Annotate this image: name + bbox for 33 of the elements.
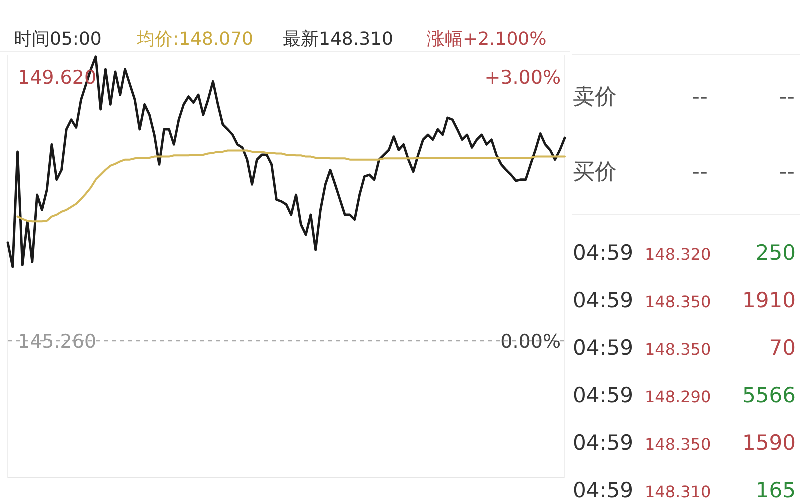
text: --	[779, 160, 795, 185]
line-series	[16, 150, 566, 223]
text: 04:59	[573, 288, 634, 312]
text: 04:59	[573, 336, 634, 360]
text: 04:59	[573, 241, 634, 265]
text: 04:59	[573, 384, 634, 408]
text: 148.350	[645, 292, 712, 312]
text: 148.310	[645, 482, 712, 500]
text: 148.320	[645, 245, 712, 264]
text: 148.350	[645, 435, 712, 454]
text: --	[692, 85, 708, 110]
y2-tick-label: 0.00%	[500, 330, 561, 353]
text: 买价	[573, 160, 617, 185]
text: 04:59	[573, 431, 634, 455]
text: 1590	[742, 431, 796, 455]
y-tick-label: 145.260	[18, 331, 97, 354]
text: 均价:148.070	[136, 29, 254, 50]
line-series	[6, 56, 566, 268]
text: --	[779, 85, 795, 110]
text: 1910	[742, 288, 796, 312]
y2-tick-label: +3.00%	[484, 66, 561, 89]
text: 时间05:00	[14, 29, 102, 50]
text: 5566	[742, 384, 796, 408]
text: 涨幅+2.100%	[427, 29, 547, 50]
text: 卖价	[573, 85, 617, 110]
text: 70	[769, 336, 796, 360]
text: --	[692, 160, 708, 185]
text: 最新148.310	[283, 29, 394, 50]
text: 250	[756, 241, 796, 265]
text: 165	[756, 478, 796, 500]
text: 148.350	[645, 340, 712, 359]
text: 148.290	[645, 388, 712, 406]
text: 04:59	[573, 478, 634, 500]
